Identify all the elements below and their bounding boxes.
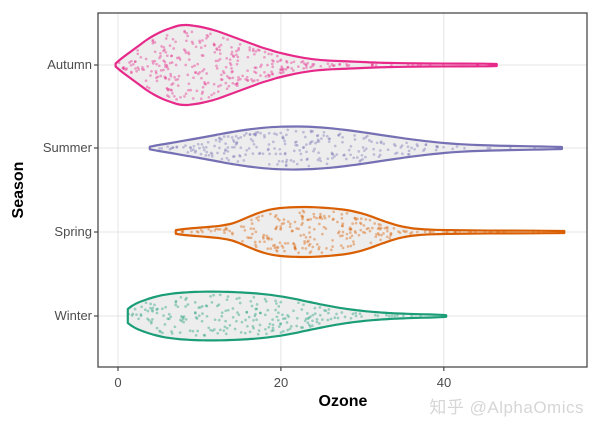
violin-summer [148, 125, 563, 171]
jitter-points-summer [158, 128, 536, 168]
x-tick-label-0: 0 [114, 375, 122, 390]
axis-ticks [94, 64, 445, 371]
x-tick-label-20: 20 [273, 375, 289, 390]
violin-spring [174, 205, 566, 259]
jitter-points-autumn [117, 29, 492, 101]
x-tick-label-40: 40 [436, 375, 452, 390]
jitter-points-winter [127, 293, 422, 337]
y-tick-label-winter: Winter [54, 308, 92, 323]
y-tick-label-spring: Spring [54, 224, 92, 239]
y-tick-label-summer: Summer [42, 140, 92, 155]
y-tick-label-autumn: Autumn [47, 57, 92, 72]
violin-winter [126, 290, 448, 342]
x-axis-title: Ozone [318, 393, 368, 410]
watermark: 知乎 @AlphaOmics [429, 398, 584, 417]
panel-border [97, 12, 588, 368]
y-axis-title: Season [10, 161, 27, 219]
violin-autumn [114, 23, 498, 107]
jitter-points-spring [180, 209, 561, 255]
